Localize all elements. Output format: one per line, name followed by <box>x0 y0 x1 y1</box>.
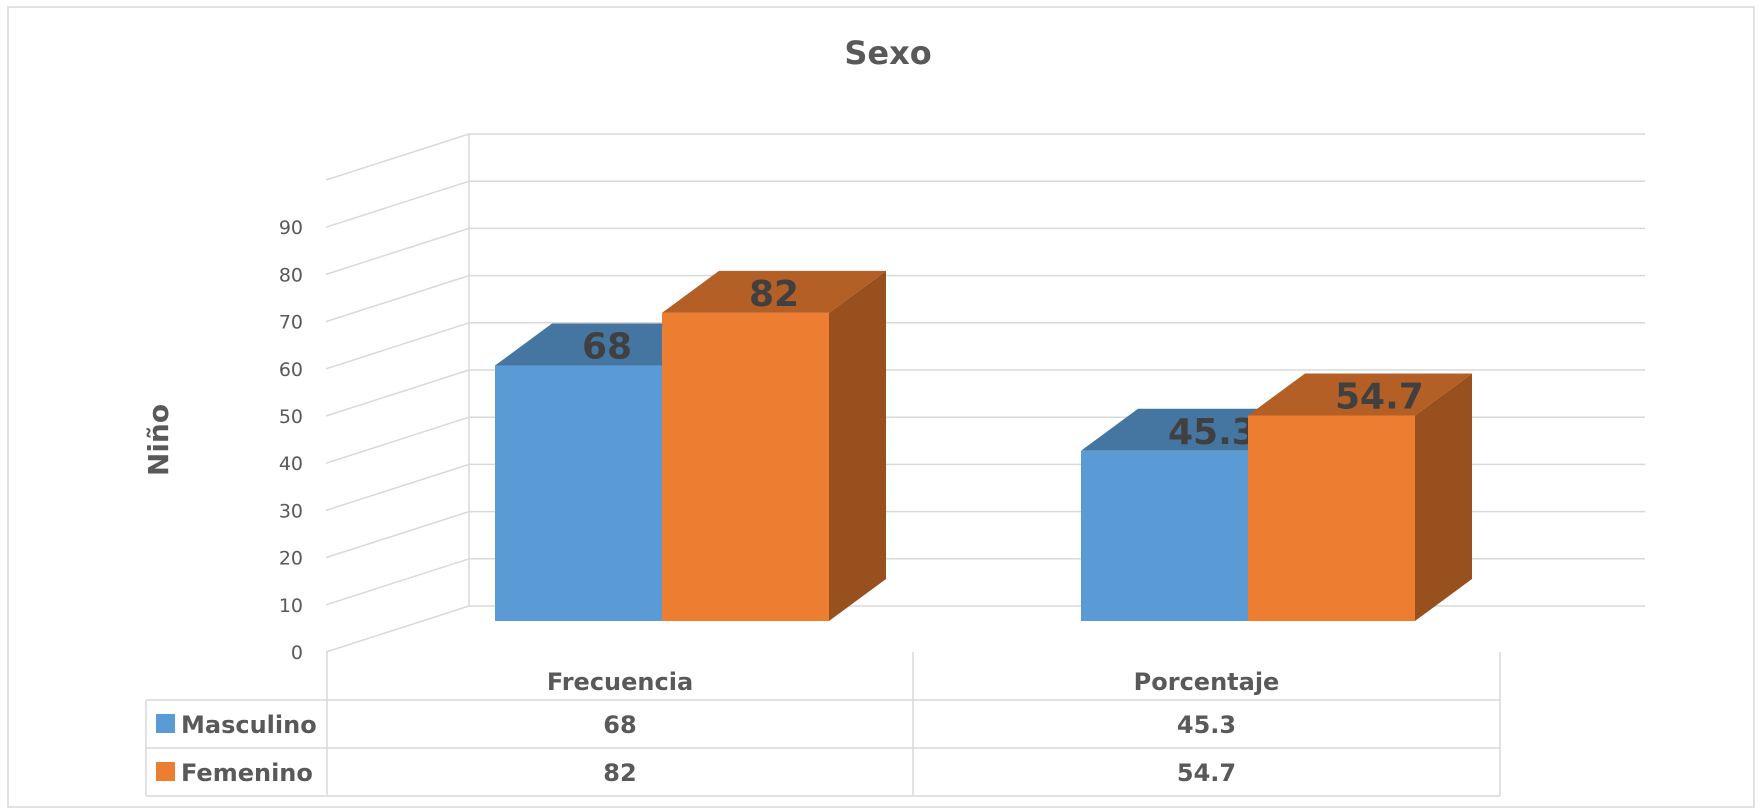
gridline-side <box>325 274 470 323</box>
gridline-side <box>325 180 470 228</box>
y-tick-label: 30 <box>279 500 303 522</box>
gridline-side <box>325 605 470 653</box>
data-table: Frecuencia Porcentaje Masculino 68 45.3 Femen… <box>145 652 1501 797</box>
table-cell-value: 45.3 <box>1177 711 1236 739</box>
y-tick-label: 10 <box>279 595 303 617</box>
legend-swatch <box>156 762 175 781</box>
y-tick-label: 90 <box>279 217 303 239</box>
gridline-side <box>325 322 470 370</box>
bar-femenino-frecuencia: 82 <box>662 270 886 621</box>
y-tick-label: 40 <box>279 453 303 475</box>
y-axis-label: Niño <box>142 404 175 476</box>
gridline-side <box>325 510 470 559</box>
x-category-label: Porcentaje <box>1134 668 1280 696</box>
data-label: 82 <box>749 274 799 315</box>
y-tick-label: 50 <box>279 406 303 428</box>
gridline-side <box>325 133 470 181</box>
bar-front-face <box>1248 415 1415 621</box>
gridline-side <box>325 463 470 512</box>
data-label: 45.3 <box>1168 412 1257 453</box>
data-label: 54.7 <box>1335 376 1424 417</box>
y-tick-label: 20 <box>279 548 303 570</box>
bars: 68 45.3 82 54.7 <box>495 270 1472 621</box>
table-cell-value: 68 <box>603 711 636 739</box>
bar-side-face <box>1415 373 1472 621</box>
legend-entry: Masculino <box>181 711 317 739</box>
table-cell-value: 82 <box>603 759 636 787</box>
bar-front-face <box>495 365 662 621</box>
y-tick-label: 0 <box>291 642 303 664</box>
y-tick-label: 70 <box>279 312 303 334</box>
bar-top-face <box>1248 373 1472 416</box>
chart-title: Sexo <box>844 34 931 72</box>
bar-front-face <box>662 312 829 621</box>
y-tick-label: 60 <box>279 359 303 381</box>
x-category-label: Frecuencia <box>547 668 693 696</box>
gridline-side <box>325 227 470 276</box>
data-label: 68 <box>582 327 632 368</box>
bar-front-face <box>1081 450 1248 621</box>
bar-top-face <box>662 270 886 313</box>
bar-femenino-porcentaje: 54.7 <box>1248 373 1472 621</box>
gridline-side <box>325 416 470 464</box>
legend-entry: Femenino <box>181 759 313 787</box>
gridline-side <box>325 558 470 606</box>
table-cell-value: 54.7 <box>1177 759 1236 787</box>
gridline-side <box>325 369 470 417</box>
y-tick-label: 80 <box>279 264 303 286</box>
bar-side-face <box>829 270 886 621</box>
legend-swatch <box>156 714 175 733</box>
